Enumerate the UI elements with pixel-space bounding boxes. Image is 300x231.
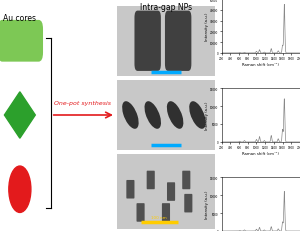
FancyBboxPatch shape: [136, 203, 145, 222]
FancyBboxPatch shape: [147, 171, 155, 189]
Bar: [117, 81, 215, 150]
Y-axis label: Intensity (a.u.): Intensity (a.u.): [205, 190, 209, 218]
X-axis label: Raman shift (cm⁻¹): Raman shift (cm⁻¹): [242, 151, 279, 155]
Text: Intra-gap NPs: Intra-gap NPs: [140, 3, 192, 12]
Text: 100 nm: 100 nm: [151, 216, 167, 219]
Bar: [117, 7, 215, 76]
Bar: [117, 155, 215, 229]
Text: Au cores: Au cores: [3, 14, 36, 23]
Circle shape: [9, 166, 31, 213]
Y-axis label: Intensity (a.u.): Intensity (a.u.): [205, 13, 209, 41]
Polygon shape: [4, 92, 35, 139]
FancyBboxPatch shape: [184, 194, 192, 213]
FancyBboxPatch shape: [0, 21, 43, 62]
Ellipse shape: [122, 102, 139, 129]
FancyBboxPatch shape: [134, 12, 161, 72]
FancyBboxPatch shape: [165, 12, 191, 72]
FancyBboxPatch shape: [167, 182, 175, 201]
Text: One-pot synthesis: One-pot synthesis: [54, 100, 111, 105]
Ellipse shape: [145, 102, 161, 129]
FancyBboxPatch shape: [182, 171, 190, 189]
Ellipse shape: [167, 102, 183, 129]
FancyBboxPatch shape: [162, 203, 170, 222]
FancyBboxPatch shape: [126, 180, 134, 199]
X-axis label: Raman shift (cm⁻¹): Raman shift (cm⁻¹): [242, 62, 279, 66]
Ellipse shape: [189, 102, 206, 129]
Y-axis label: Intensity (a.u.): Intensity (a.u.): [205, 101, 209, 130]
